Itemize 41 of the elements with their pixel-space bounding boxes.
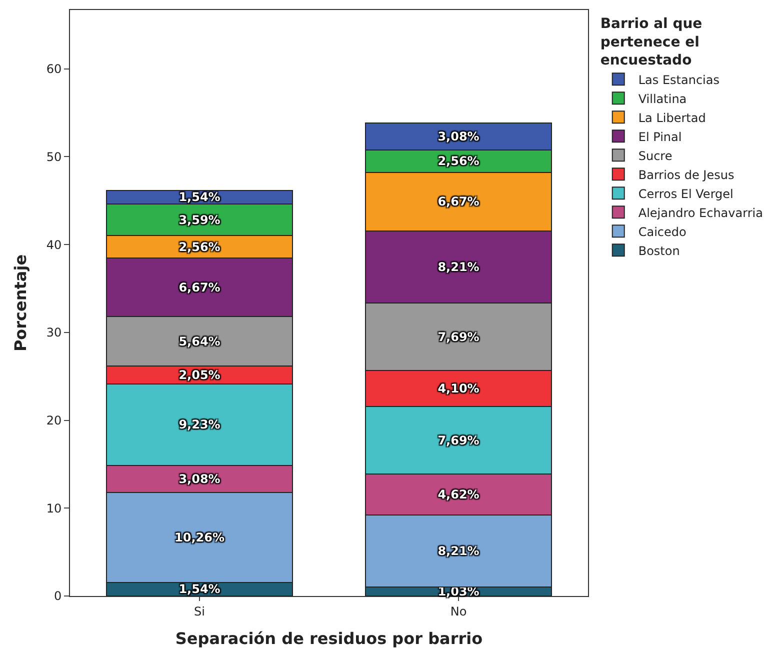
data-label: 7,69% (438, 330, 480, 344)
y-axis-title: Porcentaje (11, 254, 30, 352)
data-label: 4,62% (438, 488, 480, 502)
y-tick-label: 60 (46, 62, 62, 76)
data-label: 1,54% (178, 190, 220, 204)
legend-label: Alejandro Echavarria (638, 206, 763, 220)
data-label: 2,05% (178, 368, 220, 382)
data-label: 6,67% (178, 280, 220, 294)
data-label: 3,08% (178, 472, 220, 486)
data-label: 10,26% (174, 530, 224, 544)
legend-label: Barrios de Jesus (638, 168, 734, 182)
legend-label: Las Estancias (638, 72, 720, 87)
y-tick-label: 50 (46, 150, 62, 164)
data-label: 5,64% (178, 334, 220, 348)
legend-label: El Pinal (638, 130, 682, 144)
data-label: 8,21% (438, 260, 480, 274)
y-tick-label: 20 (46, 413, 62, 428)
y-tick-label: 40 (46, 238, 62, 252)
data-label: 8,21% (438, 544, 480, 558)
x-axis-title: Separación de residuos por barrio (175, 629, 483, 648)
data-label: 3,59% (178, 212, 220, 227)
data-label: 1,54% (178, 582, 220, 596)
data-label: 4,10% (438, 382, 480, 396)
x-tick-label: Si (194, 604, 205, 618)
legend-label: Sucre (638, 148, 672, 163)
legend-label: La Libertad (638, 110, 706, 125)
x-tick-label: No (450, 604, 467, 618)
legend-title: Barrio al que pertenece el encuestado (600, 16, 702, 69)
data-label: 2,56% (178, 240, 220, 254)
data-label: 2,56% (438, 154, 480, 168)
y-tick-label: 10 (46, 501, 62, 516)
data-label: 6,67% (438, 194, 480, 209)
data-label: 9,23% (178, 418, 220, 432)
y-tick-label: 30 (46, 326, 62, 340)
data-label: 7,69% (438, 433, 480, 448)
legend-label: Caicedo (638, 224, 686, 239)
data-label: 3,08% (438, 129, 480, 144)
legend-label: Cerros El Vergel (638, 186, 734, 201)
legend-label: Villatina (638, 92, 687, 106)
y-tick-label: 0 (54, 589, 62, 604)
legend-label: Boston (638, 244, 680, 258)
